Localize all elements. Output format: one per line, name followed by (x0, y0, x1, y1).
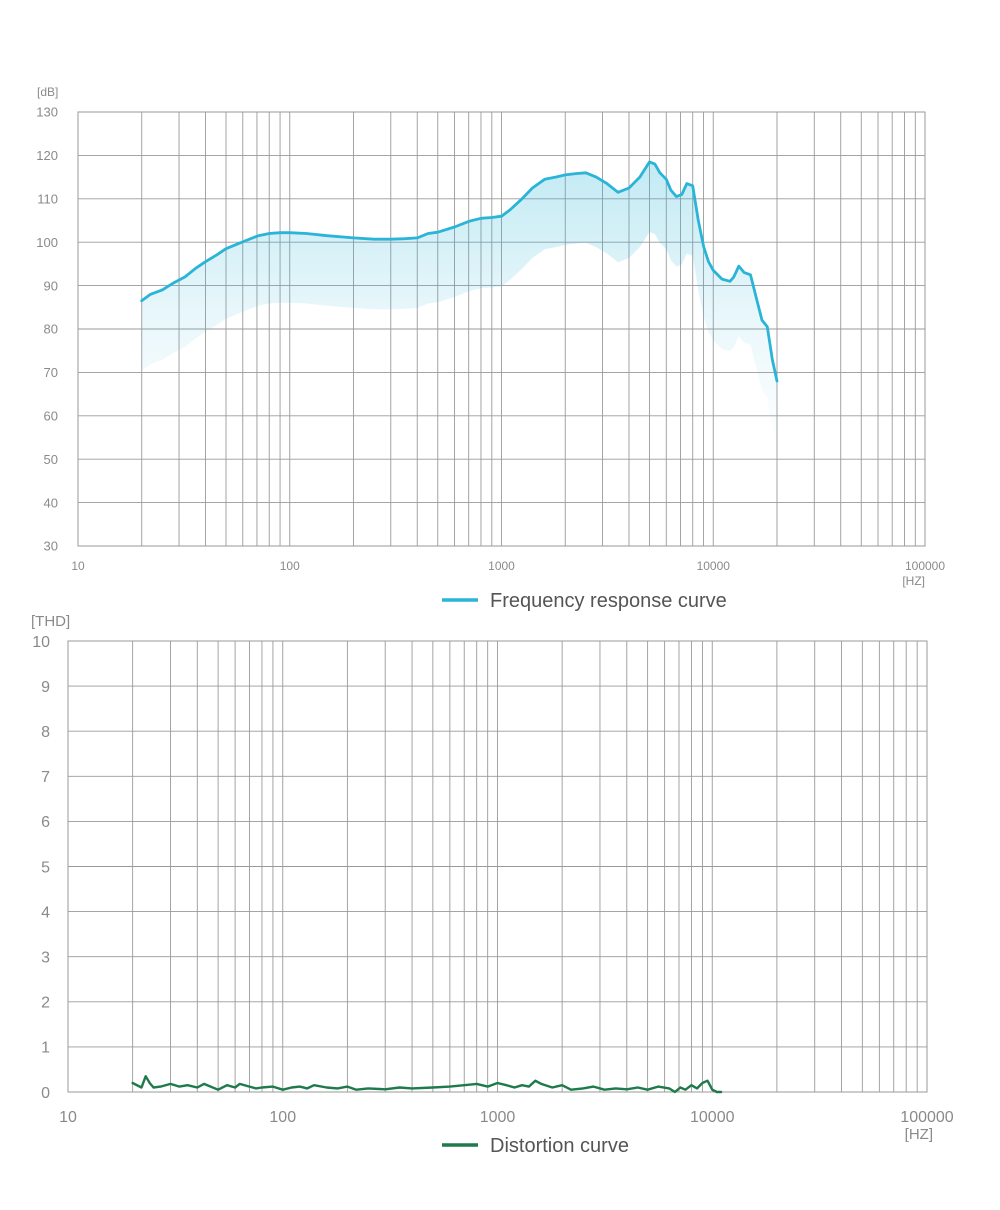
fr-x-tick-label: 1000 (488, 559, 515, 573)
thd-y-tick-label: 5 (41, 859, 50, 876)
fr-y-tick-label: 100 (36, 235, 58, 250)
fr-y-tick-label: 130 (36, 105, 58, 120)
fr-y-tick-label: 120 (36, 148, 58, 163)
thd-curve-line (131, 1075, 723, 1094)
fr-curve-line (140, 160, 779, 383)
fr-x-tick-label: 100000 (905, 559, 945, 573)
fr-plot-frame (77, 111, 926, 547)
thd-x-tick-label: 1000 (480, 1109, 516, 1126)
thd-y-tick-label: 0 (41, 1085, 50, 1102)
thd-y-tick-label: 1 (41, 1040, 50, 1057)
thd-y-tick-label: 6 (41, 814, 50, 831)
fr-legend-label: Frequency response curve (490, 590, 727, 612)
thd-x-tick-label: 10000 (690, 1109, 735, 1126)
fr-legend: Frequency response curve (442, 590, 727, 612)
frequency-response-chart: 130 120 110 100 90 80 70 60 50 40 30 10 100 1000 1000… (36, 85, 945, 612)
thd-x-ticks: 10 100 1000 10000 100000 (59, 1109, 954, 1126)
fr-y-tick-label: 60 (44, 408, 58, 423)
thd-y-unit: [THD] (31, 613, 70, 630)
fr-grid (78, 112, 925, 546)
fr-y-tick-label: 30 (44, 539, 58, 554)
thd-y-tick-label: 3 (41, 949, 50, 966)
fr-y-tick-label: 50 (44, 452, 58, 467)
thd-y-tick-label: 2 (41, 995, 50, 1012)
fr-y-tick-label: 110 (37, 191, 58, 206)
thd-legend-label: Distortion curve (490, 1135, 629, 1157)
fr-x-ticks: 10 100 1000 10000 100000 (71, 559, 945, 573)
fr-y-tick-label: 90 (44, 278, 58, 293)
thd-y-tick-label: 4 (41, 904, 50, 921)
thd-y-tick-label: 9 (41, 679, 50, 696)
thd-y-tick-label: 8 (41, 724, 50, 741)
fr-y-tick-label: 40 (44, 495, 58, 510)
fr-x-tick-label: 100 (280, 559, 300, 573)
fr-y-ticks: 130 120 110 100 90 80 70 60 50 40 30 (36, 105, 58, 554)
thd-x-tick-label: 100 (269, 1109, 296, 1126)
thd-x-unit: [HZ] (905, 1126, 933, 1143)
fr-x-tick-label: 10000 (697, 559, 731, 573)
thd-plot-frame (67, 640, 928, 1093)
fr-x-unit: [HZ] (902, 574, 925, 588)
thd-grid (68, 641, 927, 1092)
thd-legend: Distortion curve (442, 1135, 629, 1157)
fr-y-tick-label: 70 (44, 365, 58, 380)
thd-y-tick-label: 10 (32, 634, 50, 651)
thd-x-tick-label: 10 (59, 1109, 77, 1126)
fr-x-tick-label: 10 (71, 559, 85, 573)
fr-curve-area (141, 161, 777, 452)
thd-x-tick-label: 100000 (900, 1109, 953, 1126)
fr-y-tick-label: 80 (44, 322, 58, 337)
thd-y-tick-label: 7 (41, 769, 50, 786)
fr-y-unit: [dB] (37, 85, 58, 99)
